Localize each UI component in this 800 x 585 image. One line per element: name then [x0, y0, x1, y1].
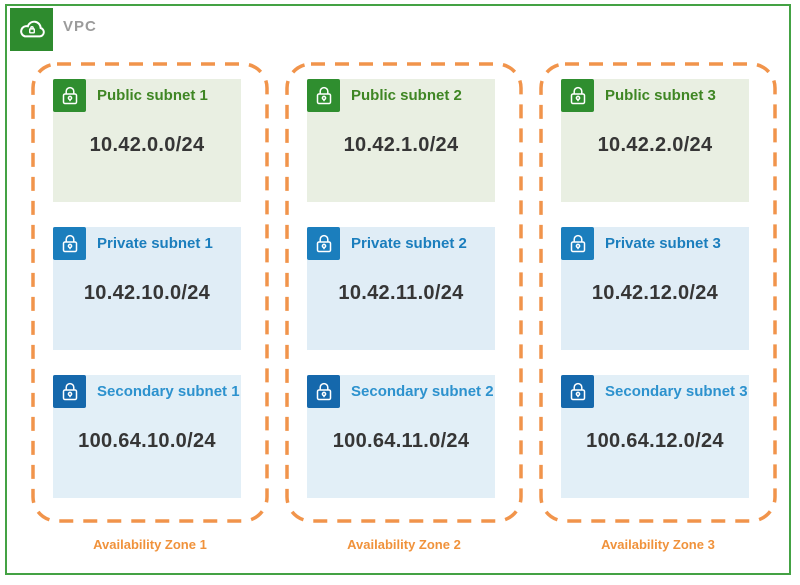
subnet-title: Public subnet 3: [605, 87, 716, 104]
subnet-title: Public subnet 1: [97, 87, 208, 104]
lock-icon: [307, 79, 340, 112]
vpc-container: VPC Public subnet 1 10.42.0: [5, 4, 791, 575]
lock-icon: [561, 375, 594, 408]
subnet-card-private-3: Private subnet 3 10.42.12.0/24: [561, 227, 749, 350]
subnet-title: Private subnet 2: [351, 235, 467, 252]
vpc-cloud-lock-icon: [10, 8, 53, 51]
subnet-cidr: 10.42.10.0/24: [83, 282, 211, 304]
subnet-card-secondary-3: Secondary subnet 3 100.64.12.0/24: [561, 375, 749, 498]
availability-zone-2: Public subnet 2 10.42.1.0/24 Private sub…: [285, 62, 523, 552]
lock-icon: [307, 227, 340, 260]
subnet-title: Private subnet 1: [97, 235, 213, 252]
subnet-cidr: 100.64.10.0/24: [78, 430, 216, 452]
az-label: Availability Zone 2: [347, 537, 461, 552]
subnet-cidr: 10.42.12.0/24: [591, 282, 719, 304]
lock-icon: [561, 227, 594, 260]
lock-icon: [307, 375, 340, 408]
availability-zone-3: Public subnet 3 10.42.2.0/24 Private sub…: [539, 62, 777, 552]
subnet-card-secondary-1: Secondary subnet 1 100.64.10.0/24: [53, 375, 241, 498]
subnet-card-public-2: Public subnet 2 10.42.1.0/24: [307, 79, 495, 202]
subnet-title: Secondary subnet 3: [605, 383, 748, 400]
az-label: Availability Zone 1: [93, 537, 207, 552]
subnet-cidr: 10.42.1.0/24: [343, 134, 459, 156]
subnet-cidr: 100.64.11.0/24: [332, 430, 470, 452]
availability-zones-row: Public subnet 1 10.42.0.0/24 Private sub…: [31, 62, 777, 552]
lock-icon: [53, 79, 86, 112]
subnet-title: Public subnet 2: [351, 87, 462, 104]
subnet-title: Secondary subnet 2: [351, 383, 494, 400]
subnet-card-secondary-2: Secondary subnet 2 100.64.11.0/24: [307, 375, 495, 498]
subnet-title: Private subnet 3: [605, 235, 721, 252]
subnet-title: Secondary subnet 1: [97, 383, 240, 400]
az-label: Availability Zone 3: [601, 537, 715, 552]
subnet-cidr: 10.42.2.0/24: [597, 134, 713, 156]
subnet-cidr: 100.64.12.0/24: [586, 430, 724, 452]
lock-icon: [561, 79, 594, 112]
lock-icon: [53, 227, 86, 260]
az-1-boundary: Public subnet 1 10.42.0.0/24 Private sub…: [31, 62, 269, 523]
az-2-boundary: Public subnet 2 10.42.1.0/24 Private sub…: [285, 62, 523, 523]
subnet-card-public-3: Public subnet 3 10.42.2.0/24: [561, 79, 749, 202]
subnet-cidr: 10.42.11.0/24: [338, 282, 464, 304]
subnet-cidr: 10.42.0.0/24: [89, 134, 205, 156]
availability-zone-1: Public subnet 1 10.42.0.0/24 Private sub…: [31, 62, 269, 552]
subnet-card-public-1: Public subnet 1 10.42.0.0/24: [53, 79, 241, 202]
subnet-card-private-2: Private subnet 2 10.42.11.0/24: [307, 227, 495, 350]
subnet-card-private-1: Private subnet 1 10.42.10.0/24: [53, 227, 241, 350]
lock-icon: [53, 375, 86, 408]
vpc-label: VPC: [63, 18, 97, 35]
az-3-boundary: Public subnet 3 10.42.2.0/24 Private sub…: [539, 62, 777, 523]
